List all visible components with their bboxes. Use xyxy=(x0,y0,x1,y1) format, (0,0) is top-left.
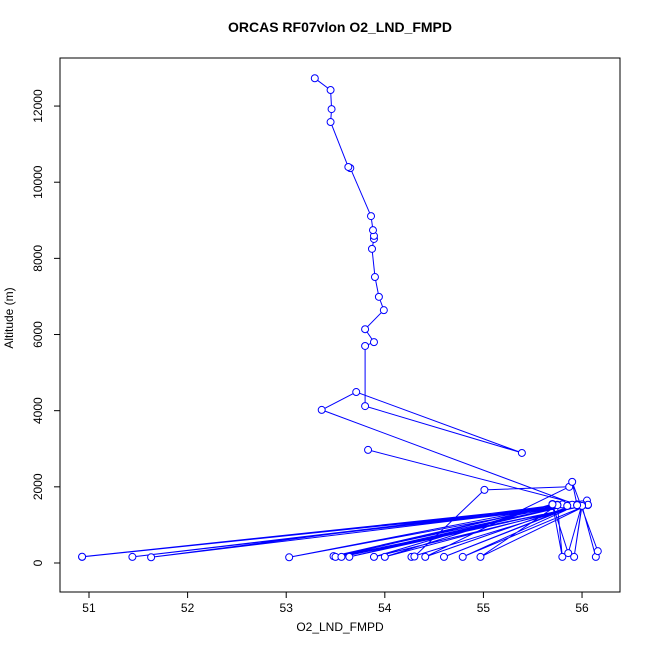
data-point xyxy=(367,244,376,253)
data-line xyxy=(82,77,599,559)
y-axis-label: Altitude (m) xyxy=(2,287,16,348)
data-point xyxy=(570,552,579,561)
plot-frame xyxy=(59,57,621,593)
data-point xyxy=(480,485,489,494)
data-point xyxy=(345,552,354,561)
data-point xyxy=(361,402,370,411)
data-point xyxy=(374,292,383,301)
data-point xyxy=(128,552,137,561)
data-point xyxy=(563,501,572,510)
x-tick-label: 54 xyxy=(378,601,392,615)
data-point xyxy=(421,552,430,561)
data-point xyxy=(147,553,156,562)
data-point xyxy=(439,552,448,561)
data-point xyxy=(78,552,87,561)
y-tick-label: 10000 xyxy=(31,165,45,199)
x-axis-label: O2_LND_FMPD xyxy=(296,620,384,634)
data-point xyxy=(369,338,378,347)
data-point xyxy=(310,74,319,83)
data-point xyxy=(593,547,602,556)
chart-title: ORCAS RF07vlon O2_LND_FMPD xyxy=(228,19,452,35)
data-point xyxy=(548,500,557,509)
data-point xyxy=(568,477,577,486)
data-point xyxy=(364,445,373,454)
y-tick-label: 2000 xyxy=(31,473,45,500)
x-tick-label: 53 xyxy=(280,601,294,615)
data-point xyxy=(370,273,379,282)
data-point xyxy=(352,388,361,397)
y-tick-label: 12000 xyxy=(31,89,45,123)
data-point xyxy=(379,306,388,315)
data-point xyxy=(344,162,353,171)
data-point xyxy=(326,118,335,127)
data-point xyxy=(558,552,567,561)
x-tick-label: 56 xyxy=(575,601,589,615)
y-tick-label: 0 xyxy=(31,559,45,566)
y-tick-label: 8000 xyxy=(31,245,45,272)
y-tick-label: 6000 xyxy=(31,321,45,348)
data-point xyxy=(564,549,573,558)
data-point xyxy=(361,341,370,350)
data-point xyxy=(458,552,467,561)
data-point xyxy=(327,105,336,114)
data-point xyxy=(326,86,335,95)
data-point xyxy=(410,552,419,561)
data-point xyxy=(573,501,582,510)
y-tick-label: 4000 xyxy=(31,397,45,424)
data-point xyxy=(337,552,346,561)
x-tick-label: 55 xyxy=(477,601,491,615)
data-point xyxy=(369,552,378,561)
data-point xyxy=(368,226,377,235)
data-point xyxy=(476,552,485,561)
data-point xyxy=(361,325,370,334)
data-point xyxy=(367,212,376,221)
x-tick-label: 51 xyxy=(82,601,96,615)
data-point xyxy=(517,448,526,457)
data-point xyxy=(380,552,389,561)
data-point xyxy=(285,553,294,562)
x-tick-label: 52 xyxy=(181,601,195,615)
data-point xyxy=(317,405,326,414)
